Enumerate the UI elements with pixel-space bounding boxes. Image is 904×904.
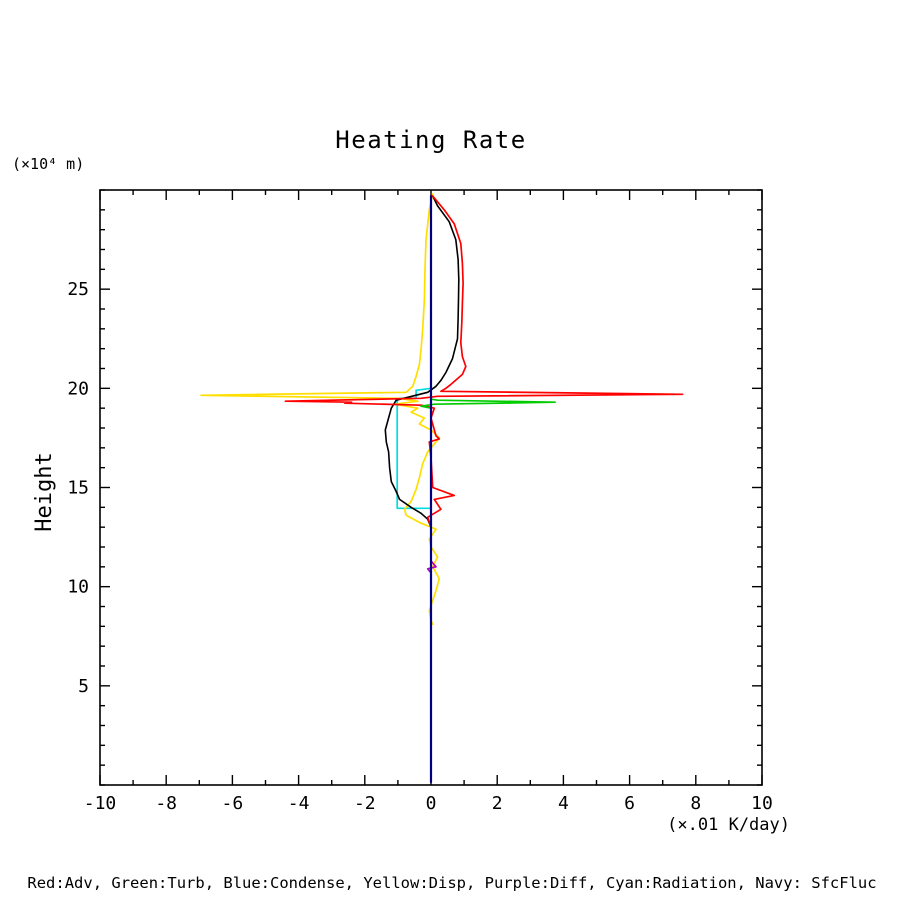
svg-text:15: 15 — [67, 478, 89, 499]
svg-text:-2: -2 — [354, 793, 376, 814]
y-axis-unit-label: (×10⁴ m) — [12, 155, 85, 173]
svg-text:10: 10 — [67, 577, 89, 598]
svg-text:10: 10 — [751, 793, 773, 814]
x-axis-unit-label: (×.01 K/day) — [667, 815, 790, 835]
svg-text:4: 4 — [558, 793, 569, 814]
svg-text:-10: -10 — [84, 793, 117, 814]
svg-text:0: 0 — [426, 793, 437, 814]
svg-text:5: 5 — [78, 676, 89, 697]
svg-text:-8: -8 — [155, 793, 177, 814]
svg-text:20: 20 — [67, 378, 89, 399]
legend-text: Red:Adv, Green:Turb, Blue:Condense, Yell… — [27, 874, 877, 892]
y-axis-label: Height — [32, 452, 57, 532]
svg-text:25: 25 — [67, 279, 89, 300]
svg-text:-6: -6 — [222, 793, 244, 814]
svg-text:6: 6 — [624, 793, 635, 814]
svg-text:-4: -4 — [288, 793, 310, 814]
svg-text:8: 8 — [690, 793, 701, 814]
chart-title: Heating Rate — [335, 126, 527, 154]
svg-text:2: 2 — [492, 793, 503, 814]
